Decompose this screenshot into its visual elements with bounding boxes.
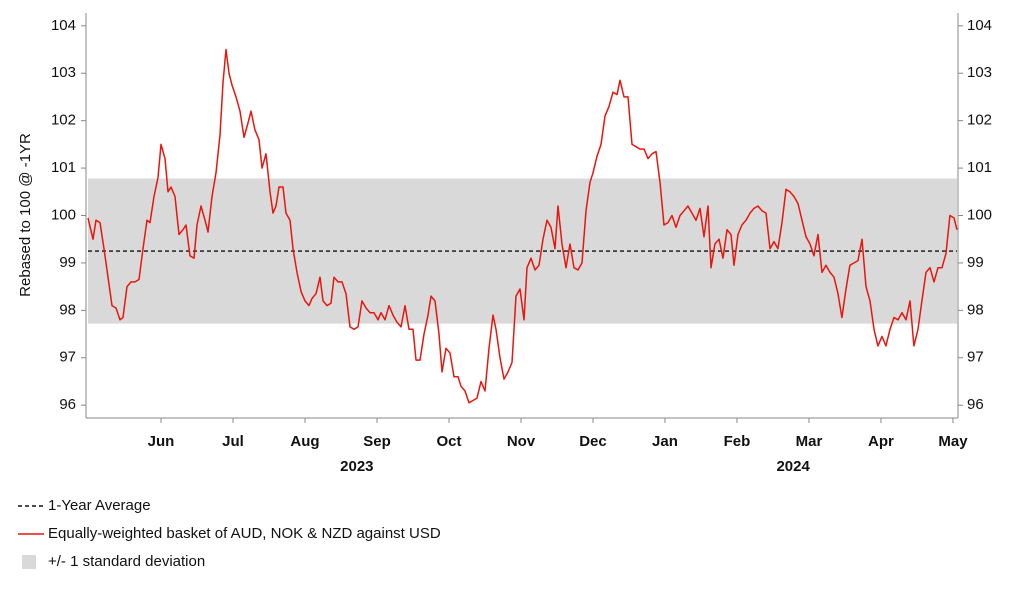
y-tick-label: 103	[51, 64, 76, 81]
x-group-label: 2023	[340, 458, 373, 475]
y-tick-label: 97	[59, 349, 76, 366]
y-tick-label: 99	[59, 254, 76, 271]
legend-label: Equally-weighted basket of AUD, NOK & NZ…	[48, 525, 441, 542]
y2-tick-label: 101	[967, 159, 992, 176]
y-tick-label: 102	[51, 112, 76, 129]
x-tick-label: Jan	[652, 433, 678, 450]
x-tick-label: Mar	[796, 433, 823, 450]
legend-label: +/- 1 standard deviation	[48, 553, 205, 570]
y2-tick-label: 99	[967, 254, 984, 271]
x-tick-label: Jul	[222, 433, 244, 450]
x-tick-label: Feb	[724, 433, 751, 450]
y-tick-label: 98	[59, 301, 76, 318]
y-tick-label: 104	[51, 17, 76, 34]
y2-tick-label: 97	[967, 349, 984, 366]
x-group-label: 2024	[776, 458, 810, 475]
y-tick-label: 96	[59, 396, 76, 413]
x-tick-label: Nov	[507, 433, 536, 450]
y-axis-label: Rebased to 100 @ -1YR	[17, 133, 34, 297]
data-line	[87, 48, 958, 404]
y-tick-label: 101	[51, 159, 76, 176]
legend-label: 1-Year Average	[48, 497, 151, 514]
x-tick-label: Dec	[579, 433, 607, 450]
legend-swatch	[22, 555, 36, 569]
y2-tick-label: 104	[967, 17, 992, 34]
x-tick-label: Aug	[290, 433, 319, 450]
y2-tick-label: 103	[967, 64, 992, 81]
x-tick-label: Jun	[148, 433, 175, 450]
y2-tick-label: 96	[967, 396, 984, 413]
x-tick-label: Oct	[436, 433, 461, 450]
x-tick-label: Sep	[363, 433, 391, 450]
x-tick-label: Apr	[868, 433, 894, 450]
y2-tick-label: 98	[967, 301, 984, 318]
x-tick-label: May	[938, 433, 968, 450]
y2-tick-label: 102	[967, 112, 992, 129]
y-tick-label: 100	[51, 206, 76, 223]
y2-tick-label: 100	[967, 206, 992, 223]
